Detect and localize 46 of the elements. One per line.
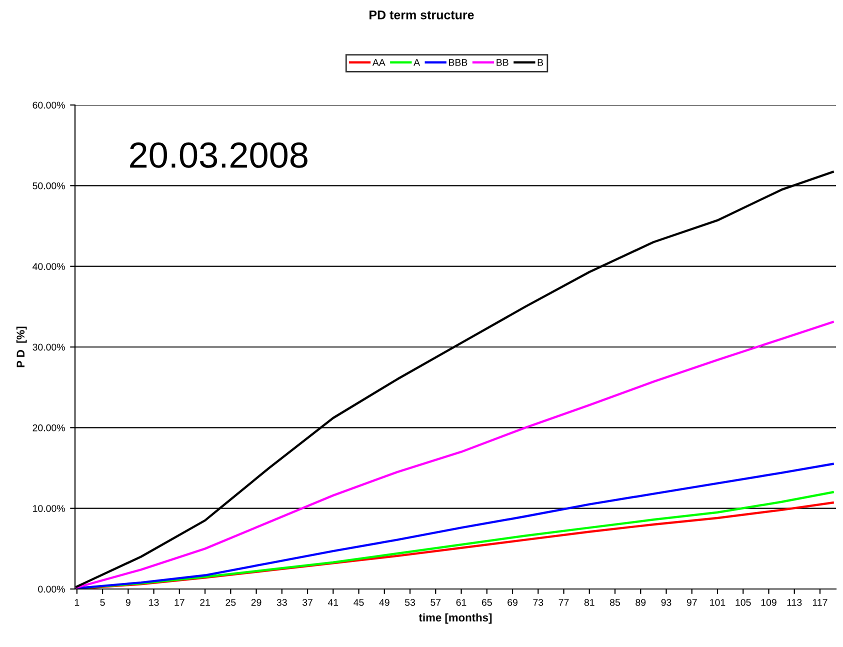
- y-axis-title: P D [%]: [16, 326, 27, 368]
- legend-label: BBB: [449, 59, 468, 66]
- x-axis-title: time [months]: [418, 613, 492, 624]
- y-tick-label: 60.00%: [32, 102, 65, 109]
- x-tick-label: 57: [430, 599, 441, 606]
- x-tick-label: 61: [456, 598, 466, 606]
- x-tick-label: 81: [584, 598, 594, 606]
- x-tick-label: 109: [761, 598, 776, 606]
- x-tick-label: 45: [354, 599, 364, 606]
- legend-label: B: [538, 59, 544, 66]
- x-tick-label: 37: [302, 598, 312, 606]
- x-tick-label: 29: [251, 598, 262, 606]
- y-tick-label: 30.00%: [32, 344, 65, 351]
- y-tick-label: 20.00%: [32, 424, 65, 432]
- x-tick-label: 13: [149, 598, 159, 606]
- x-tick-label: 97: [686, 598, 697, 606]
- y-tick-label: 50.00%: [32, 182, 65, 190]
- legend-label: AA: [372, 59, 386, 66]
- annotation: 20.03.2008: [130, 142, 308, 168]
- x-tick-label: 49: [379, 598, 390, 606]
- x-tick-label: 17: [174, 599, 184, 606]
- legend-label: A: [414, 59, 420, 66]
- x-tick-label: 117: [812, 599, 828, 606]
- x-tick-label: 85: [610, 598, 620, 606]
- x-tick-label: 9: [126, 598, 130, 606]
- x-tick-label: 105: [736, 598, 751, 606]
- x-tick-label: 41: [328, 599, 338, 606]
- x-tick-label: 93: [661, 598, 672, 606]
- x-tick-label: 113: [787, 598, 802, 606]
- x-tick-label: 21: [200, 598, 210, 606]
- x-tick-label: 53: [405, 598, 415, 606]
- x-tick-label: 65: [482, 598, 492, 606]
- x-tick-label: 1: [74, 599, 80, 606]
- x-tick-label: 73: [533, 598, 544, 606]
- y-tick-label: 0.00%: [38, 586, 65, 593]
- x-tick-label: 69: [508, 598, 518, 606]
- x-tick-label: 25: [226, 598, 236, 606]
- x-tick-label: 77: [558, 599, 569, 606]
- chart-title: PD term structure: [370, 10, 474, 20]
- legend-label: BB: [496, 59, 508, 66]
- x-tick-label: 89: [636, 598, 646, 606]
- x-tick-label: 33: [276, 598, 287, 606]
- y-tick-label: 40.00%: [32, 263, 65, 270]
- x-tick-label: 101: [710, 598, 726, 606]
- y-tick-label: 10.00%: [33, 505, 65, 512]
- x-tick-label: 5: [100, 599, 105, 606]
